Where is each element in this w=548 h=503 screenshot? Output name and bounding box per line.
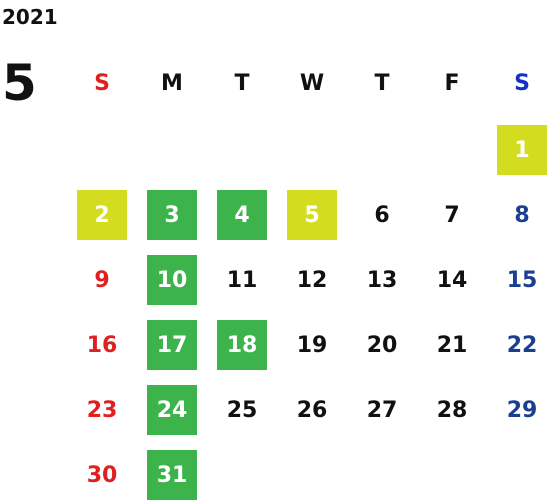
weekday-header: S [514, 70, 530, 96]
day-cell[interactable]: 9 [94, 267, 110, 293]
day-cell[interactable]: 5 [287, 190, 337, 240]
weekday-header: S [94, 70, 110, 96]
day-cell[interactable]: 8 [514, 202, 530, 228]
day-cell[interactable]: 31 [147, 450, 197, 500]
day-cell[interactable]: 4 [217, 190, 267, 240]
day-cell[interactable]: 14 [436, 267, 468, 293]
day-cell[interactable]: 21 [436, 332, 468, 358]
day-cell[interactable]: 1 [497, 125, 547, 175]
day-cell[interactable]: 2 [77, 190, 127, 240]
day-cell[interactable]: 25 [226, 397, 258, 423]
day-cell[interactable]: 7 [444, 202, 460, 228]
day-cell[interactable]: 30 [86, 462, 118, 488]
day-cell[interactable]: 11 [226, 267, 258, 293]
day-cell[interactable]: 28 [436, 397, 468, 423]
day-cell[interactable]: 10 [147, 255, 197, 305]
weekday-header: M [161, 70, 183, 96]
day-cell[interactable]: 24 [147, 385, 197, 435]
day-cell[interactable]: 22 [506, 332, 538, 358]
day-cell[interactable]: 13 [366, 267, 398, 293]
day-cell[interactable]: 16 [86, 332, 118, 358]
day-cell[interactable]: 20 [366, 332, 398, 358]
month-number: 5 [2, 54, 37, 112]
day-cell[interactable]: 18 [217, 320, 267, 370]
year-label: 2021 [2, 5, 58, 29]
day-cell[interactable]: 3 [147, 190, 197, 240]
day-cell[interactable]: 27 [366, 397, 398, 423]
day-cell[interactable]: 23 [86, 397, 118, 423]
day-cell[interactable]: 12 [296, 267, 328, 293]
weekday-header: W [299, 70, 325, 96]
day-cell[interactable]: 29 [506, 397, 538, 423]
weekday-header: F [444, 70, 460, 96]
weekday-header: T [234, 70, 250, 96]
day-cell[interactable]: 6 [374, 202, 390, 228]
weekday-header: T [374, 70, 390, 96]
day-cell[interactable]: 26 [296, 397, 328, 423]
day-cell[interactable]: 15 [506, 267, 538, 293]
day-cell[interactable]: 19 [296, 332, 328, 358]
day-cell[interactable]: 17 [147, 320, 197, 370]
